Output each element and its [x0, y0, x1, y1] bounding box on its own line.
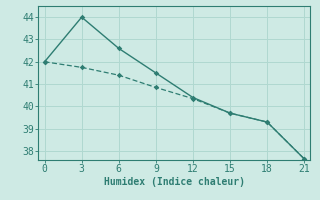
X-axis label: Humidex (Indice chaleur): Humidex (Indice chaleur) [104, 177, 245, 187]
